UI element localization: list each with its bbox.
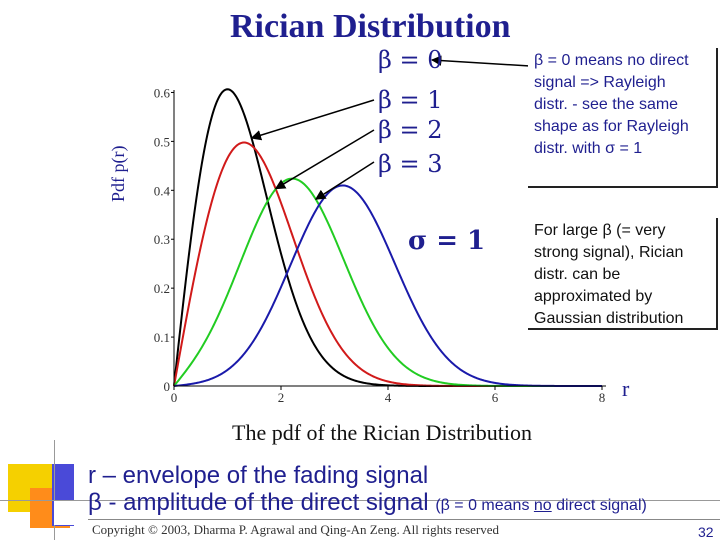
bullet-envelope: r – envelope of the fading signal bbox=[88, 462, 429, 489]
deco-white-block bbox=[54, 501, 88, 525]
footer-rule bbox=[88, 519, 720, 520]
rayleigh-note-line-1: β = 0 means no direct bbox=[534, 52, 689, 69]
x-tick-label: 6 bbox=[492, 390, 499, 405]
y-tick-label: 0.4 bbox=[154, 183, 171, 198]
gaussian-note-line-5: Gaussian distribution bbox=[534, 310, 684, 327]
bullet-amplitude-main: β - amplitude of the direct signal bbox=[88, 489, 429, 516]
y-tick-label: 0.1 bbox=[154, 330, 170, 345]
y-axis-label: Pdf p(r) bbox=[108, 145, 128, 203]
x-tick-label: 0 bbox=[171, 390, 178, 405]
beta-arrow-0 bbox=[250, 99, 375, 141]
rayleigh-note-line-5: distr. with σ = 1 bbox=[534, 140, 643, 157]
y-tick-label: 0.6 bbox=[154, 85, 171, 100]
y-tick-label: 0.5 bbox=[154, 134, 170, 149]
sigma-label: σ = 1 bbox=[408, 226, 486, 256]
gaussian-note: For large β (= very strong signal), Rici… bbox=[528, 218, 718, 330]
note-arrow bbox=[430, 55, 531, 67]
y-tick-label: 0 bbox=[164, 379, 171, 394]
bullet-amplitude-note-open: (β = 0 means bbox=[435, 497, 534, 514]
beta-label-3: β = 3 bbox=[378, 150, 443, 178]
page-number: 32 bbox=[698, 524, 714, 540]
gaussian-note-line-3: distr. can be bbox=[534, 266, 621, 283]
beta-label-2: β = 2 bbox=[378, 116, 443, 144]
figure-caption: The pdf of the Rician Distribution bbox=[232, 420, 532, 445]
slide-title: Rician Distribution bbox=[230, 8, 511, 45]
deco-vertical-line bbox=[54, 440, 55, 540]
rayleigh-note-line-4: shape as for Rayleigh bbox=[534, 118, 689, 135]
y-tick-label: 0.2 bbox=[154, 281, 170, 296]
bullet-amplitude-note-close: direct signal) bbox=[551, 497, 647, 514]
beta-arrow-2 bbox=[314, 161, 375, 200]
bullet-amplitude: β - amplitude of the direct signal (β = … bbox=[88, 489, 647, 517]
copyright-footer: Copyright © 2003, Dharma P. Agrawal and … bbox=[92, 522, 500, 537]
gaussian-note-line-4: approximated by bbox=[534, 288, 653, 305]
bullet-amplitude-note-no: no bbox=[533, 497, 552, 514]
rayleigh-note: β = 0 means no direct signal => Rayleigh… bbox=[528, 48, 718, 188]
rayleigh-note-line-2: signal => Rayleigh bbox=[534, 74, 666, 91]
rayleigh-note-line-3: distr. - see the same bbox=[534, 96, 679, 113]
x-tick-label: 2 bbox=[278, 390, 285, 405]
y-tick-label: 0.3 bbox=[154, 232, 170, 247]
x-tick-label: 8 bbox=[599, 390, 606, 405]
beta-label-0: β = 0 bbox=[378, 46, 443, 74]
x-axis-label: r bbox=[622, 376, 630, 401]
beta-label-1: β = 1 bbox=[378, 86, 443, 114]
beta-arrow-1 bbox=[274, 129, 375, 190]
gaussian-note-line-2: strong signal), Rician bbox=[534, 244, 684, 261]
deco-horizontal-line bbox=[0, 500, 720, 501]
gaussian-note-line-1: For large β (= very bbox=[534, 222, 666, 239]
x-tick-label: 4 bbox=[385, 390, 392, 405]
